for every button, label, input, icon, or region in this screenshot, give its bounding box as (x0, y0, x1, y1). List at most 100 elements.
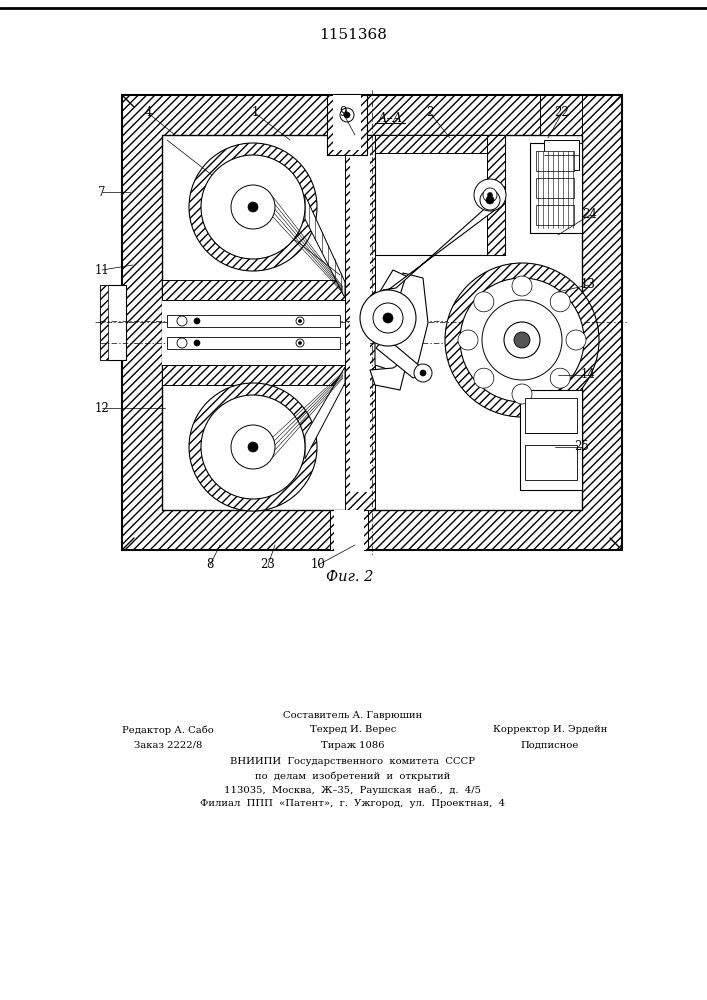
Circle shape (504, 322, 540, 358)
Text: 23: 23 (261, 558, 276, 572)
Bar (333, 95, 361, 150)
Polygon shape (305, 195, 345, 298)
Bar (167, 315, 340, 327)
Circle shape (474, 179, 506, 211)
Text: Редактор А. Сабо: Редактор А. Сабо (122, 725, 214, 735)
Text: Подписное: Подписное (521, 740, 579, 750)
Text: 24: 24 (583, 209, 597, 222)
Circle shape (360, 290, 416, 346)
Text: 9: 9 (339, 106, 346, 119)
Bar (162, 365, 345, 385)
Bar (520, 390, 582, 490)
Circle shape (512, 384, 532, 404)
Bar (536, 205, 574, 225)
Circle shape (201, 155, 305, 259)
Text: ВНИИПИ  Государственного  комитета  СССР: ВНИИПИ Государственного комитета СССР (230, 758, 476, 766)
Bar (375, 135, 505, 255)
Bar (536, 151, 574, 171)
Polygon shape (370, 358, 408, 390)
Bar (530, 143, 582, 233)
Text: 22: 22 (554, 106, 569, 119)
Circle shape (474, 292, 493, 312)
Circle shape (488, 192, 493, 198)
Text: 113035,  Москва,  Ж–35,  Раушская  наб.,  д.  4/5: 113035, Москва, Ж–35, Раушская наб., д. … (225, 785, 481, 795)
Bar (525, 398, 577, 433)
Bar (100, 285, 126, 360)
Circle shape (177, 316, 187, 326)
Bar (162, 280, 345, 300)
Bar (162, 300, 345, 365)
Bar (334, 510, 364, 555)
Bar (375, 135, 505, 153)
Bar (167, 337, 340, 349)
Circle shape (474, 368, 493, 388)
Circle shape (458, 330, 478, 350)
Circle shape (248, 442, 258, 452)
Circle shape (550, 292, 570, 312)
Circle shape (177, 338, 187, 348)
Bar (122, 95, 622, 550)
Circle shape (486, 196, 494, 204)
Polygon shape (376, 340, 428, 378)
Bar (330, 510, 368, 550)
Text: 14: 14 (580, 368, 595, 381)
Circle shape (201, 395, 305, 499)
Bar (544, 140, 579, 170)
Circle shape (482, 300, 562, 380)
Circle shape (296, 339, 304, 347)
Circle shape (298, 320, 301, 322)
Bar (487, 135, 505, 255)
Bar (350, 153, 370, 492)
Bar (345, 135, 375, 510)
Circle shape (550, 368, 570, 388)
Text: Фиг. 2: Фиг. 2 (327, 570, 374, 584)
Text: Филиал  ППП  «Патент»,  г.  Ужгород,  ул.  Проектная,  4: Филиал ППП «Патент», г. Ужгород, ул. Про… (201, 800, 506, 808)
Text: 10: 10 (310, 558, 325, 572)
Text: 13: 13 (580, 278, 595, 292)
Text: Корректор И. Эрдейн: Корректор И. Эрдейн (493, 726, 607, 734)
Text: Техред И. Верес: Техред И. Верес (310, 726, 396, 734)
Circle shape (340, 108, 354, 122)
Text: Заказ 2222/8: Заказ 2222/8 (134, 740, 202, 750)
Bar (100, 285, 108, 360)
Circle shape (298, 342, 301, 344)
Bar (327, 95, 367, 155)
Circle shape (414, 364, 432, 382)
Text: Тираж 1086: Тираж 1086 (321, 740, 385, 750)
Text: А–А: А–А (378, 111, 402, 124)
Text: 25: 25 (575, 440, 590, 454)
Circle shape (445, 263, 599, 417)
Circle shape (512, 276, 532, 296)
Circle shape (248, 202, 258, 212)
Bar (525, 445, 577, 480)
Circle shape (344, 112, 350, 118)
Circle shape (566, 330, 586, 350)
Circle shape (189, 143, 317, 271)
Text: 12: 12 (95, 401, 110, 414)
Circle shape (373, 303, 403, 333)
Text: по  делам  изобретений  и  открытий: по делам изобретений и открытий (255, 771, 450, 781)
Circle shape (194, 340, 200, 346)
Circle shape (514, 332, 530, 348)
Bar (540, 95, 582, 135)
Text: 1151368: 1151368 (320, 28, 387, 42)
Text: Составитель А. Гаврюшин: Составитель А. Гаврюшин (284, 710, 423, 720)
Polygon shape (370, 270, 406, 308)
Text: 1: 1 (251, 106, 259, 119)
Circle shape (231, 425, 275, 469)
Circle shape (231, 185, 275, 229)
Circle shape (483, 188, 497, 202)
Bar (536, 178, 574, 198)
Circle shape (480, 190, 500, 210)
Polygon shape (380, 195, 500, 296)
Circle shape (189, 383, 317, 511)
Circle shape (383, 313, 393, 323)
Text: 8: 8 (206, 558, 214, 572)
Text: 11: 11 (95, 263, 110, 276)
Text: 7: 7 (98, 186, 106, 198)
Circle shape (194, 318, 200, 324)
Circle shape (460, 278, 584, 402)
Circle shape (296, 317, 304, 325)
Circle shape (420, 370, 426, 376)
Polygon shape (375, 273, 428, 370)
